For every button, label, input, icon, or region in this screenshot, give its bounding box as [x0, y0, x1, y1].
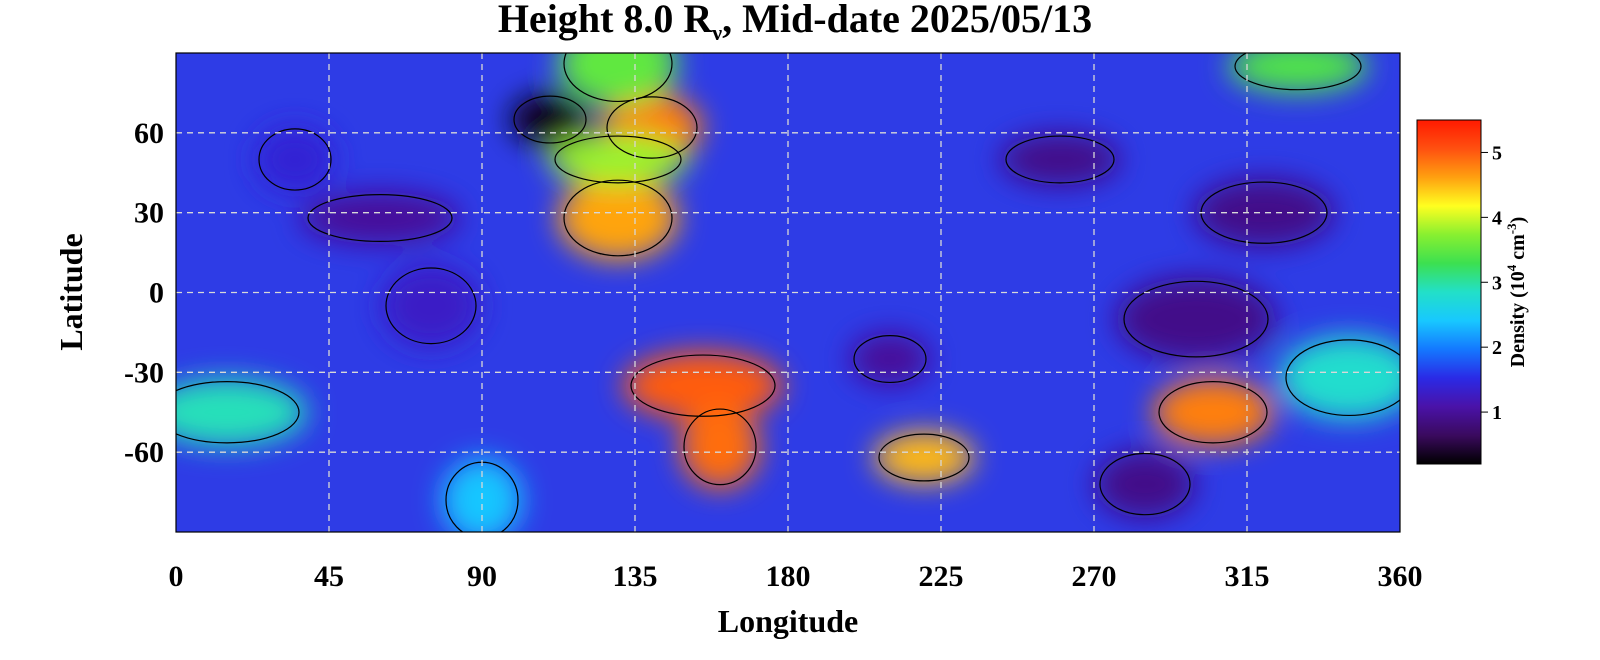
density-feature [1279, 335, 1400, 420]
density-field [176, 53, 1400, 532]
colorbar-tick-label: 3 [1492, 272, 1502, 294]
x-tick-label: 135 [613, 560, 658, 593]
contour-line [563, 53, 673, 103]
density-feature [1228, 53, 1368, 93]
density-feature [623, 351, 783, 420]
colorbar-tick-label: 1 [1492, 402, 1502, 424]
x-axis-label: Longitude [718, 603, 858, 639]
contour-line [853, 335, 927, 384]
plot-area [176, 53, 1400, 532]
contour-line [606, 96, 698, 159]
colorbar-tick-label: 4 [1492, 207, 1502, 229]
contour-line [385, 267, 477, 345]
x-tick-label: 180 [766, 560, 811, 593]
x-axis-ticks: 0 45 90 135 180 225 270 315 360 [169, 560, 1423, 593]
chart-title: Height 8.0 Rν, Mid-date 2025/05/13 [498, 0, 1092, 45]
contour-lines [176, 53, 1400, 532]
density-feature [1095, 450, 1195, 519]
contour-line [258, 128, 332, 191]
density-feature [1153, 378, 1273, 447]
x-tick-label: 315 [1225, 560, 1270, 593]
grid-lines [176, 53, 1400, 532]
contour-line [1099, 452, 1191, 516]
contour-line [554, 135, 682, 184]
contour-line [563, 179, 673, 257]
colorbar-ticks: 5 4 3 2 1 [1481, 142, 1502, 424]
contour-line [1123, 280, 1269, 358]
x-tick-label: 0 [169, 560, 184, 593]
density-feature [558, 175, 678, 260]
contour-line [1285, 339, 1400, 417]
y-tick-label: 60 [134, 117, 164, 150]
y-axis-ticks: 60 30 0 -30 -60 [124, 117, 164, 469]
density-feature [300, 191, 460, 244]
density-feature [176, 378, 307, 447]
colorbar: 5 4 3 2 1 Density (104 cm-3) [1416, 119, 1529, 465]
contour-line [1005, 135, 1115, 184]
density-feature [874, 431, 974, 484]
density-feature [1000, 133, 1120, 186]
x-tick-label: 360 [1378, 560, 1423, 593]
contour-line [878, 433, 970, 482]
density-feature [1116, 277, 1276, 362]
density-feature [680, 404, 760, 489]
contour-line [1158, 381, 1268, 444]
contour-line [1234, 53, 1362, 91]
density-feature [510, 93, 590, 146]
contour-line [513, 95, 587, 144]
plot-frame [175, 52, 1401, 533]
colorbar-tick-label: 2 [1492, 337, 1502, 359]
x-tick-label: 225 [919, 560, 964, 593]
colorbar-label: Density (104 cm-3) [1504, 217, 1529, 368]
contour-line [683, 408, 757, 486]
density-feature [850, 333, 930, 386]
x-tick-label: 90 [467, 560, 497, 593]
density-feature [381, 263, 481, 348]
contour-line [307, 193, 453, 242]
y-tick-label: -30 [124, 356, 164, 389]
density-feature [255, 125, 335, 194]
y-axis-label: Latitude [53, 233, 89, 350]
colorbar-scale [1416, 119, 1482, 465]
density-feature [558, 53, 678, 106]
y-tick-label: 30 [134, 197, 164, 230]
contour-line [630, 354, 776, 417]
y-tick-label: 0 [149, 277, 164, 310]
density-feature [1194, 178, 1334, 247]
density-feature [548, 133, 688, 186]
colorbar-tick-label: 5 [1492, 142, 1502, 164]
x-tick-label: 45 [314, 560, 344, 593]
contour-line [176, 381, 300, 444]
y-tick-label: -60 [124, 436, 164, 469]
x-tick-label: 270 [1072, 560, 1117, 593]
